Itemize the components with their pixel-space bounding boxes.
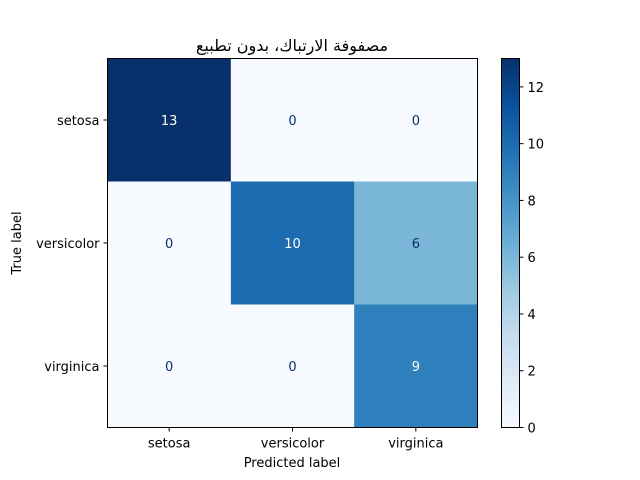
cell-value-label: 9 <box>412 360 420 375</box>
x-tick-label: setosa <box>148 437 191 452</box>
y-tick-label: virginica <box>44 360 99 375</box>
colorbar-tick-label: 12 <box>528 81 545 96</box>
x-axis-label: Predicted label <box>244 456 341 471</box>
x-tick-label: versicolor <box>261 437 325 452</box>
cell-value-label: 13 <box>161 114 178 129</box>
y-axis-ticks: setosa versicolor virginica <box>36 114 108 375</box>
colorbar-ticks: 0 2 4 6 8 10 12 <box>519 81 545 437</box>
heatmap-cell <box>354 58 478 182</box>
heatmap-cell <box>107 58 232 182</box>
cell-value-label: 6 <box>412 237 420 252</box>
colorbar-tick-label: 2 <box>528 365 536 380</box>
cell-value-label: 0 <box>412 114 420 129</box>
heatmap-cell <box>107 181 232 305</box>
colorbar-tick-label: 0 <box>528 422 536 437</box>
heatmap-cell-labels: 13 0 0 0 10 6 0 0 9 <box>161 114 420 375</box>
heatmap-cells <box>107 58 478 428</box>
y-tick-label: setosa <box>57 114 100 129</box>
heatmap-cell <box>230 58 355 182</box>
cell-value-label: 0 <box>165 237 173 252</box>
heatmap-cell <box>230 181 355 305</box>
colorbar <box>501 58 520 428</box>
heatmap-cell <box>230 304 355 428</box>
colorbar-tick-label: 10 <box>528 138 545 153</box>
chart-title: مصفوفة الارتباك، بدون تطبيع <box>196 36 388 56</box>
colorbar-tick-label: 4 <box>528 308 536 323</box>
x-axis-ticks: setosa versicolor virginica <box>148 427 443 452</box>
heatmap-cell <box>354 304 478 428</box>
cell-value-label: 0 <box>288 114 296 129</box>
y-axis-label: True label <box>10 211 25 275</box>
heatmap-cell <box>354 181 478 305</box>
heatmap-cell <box>107 304 232 428</box>
cell-value-label: 10 <box>284 237 301 252</box>
cell-value-label: 0 <box>288 360 296 375</box>
colorbar-tick-label: 8 <box>528 194 536 209</box>
cell-value-label: 0 <box>165 360 173 375</box>
x-tick-label: virginica <box>388 437 443 452</box>
colorbar-tick-label: 6 <box>528 251 536 266</box>
y-tick-label: versicolor <box>36 237 100 252</box>
